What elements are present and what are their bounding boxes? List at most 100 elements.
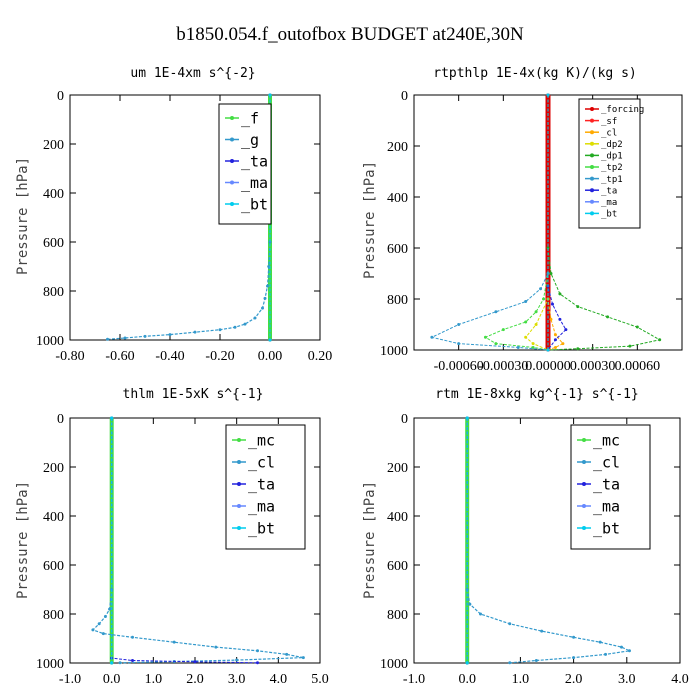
legend-label: _dp1 — [601, 152, 623, 162]
data-point — [534, 659, 538, 663]
data-point — [465, 514, 469, 518]
data-point — [549, 272, 553, 275]
data-point — [549, 317, 553, 321]
y-tick-label: 600 — [43, 559, 64, 574]
data-point — [553, 338, 557, 342]
legend-marker — [230, 202, 234, 206]
x-tick-label: -0.60 — [105, 349, 134, 364]
panel-rtpthlp: rtpthlp 1E-4x(kg K)/(kg s) Pressure [hPa… — [362, 66, 637, 279]
data-point — [546, 348, 550, 352]
x-tick-label: 3.0 — [618, 672, 636, 687]
y-tick-label: 200 — [43, 138, 64, 153]
series-line-ta — [547, 95, 567, 351]
panel-thlm: thlm 1E-5xK s^{-1} Pressure [hPa] — [15, 387, 263, 599]
y-tick-label: 1000 — [36, 334, 64, 349]
data-point — [572, 635, 576, 639]
data-point — [479, 612, 482, 616]
data-point — [118, 661, 122, 665]
x-tick-label: 0.20 — [308, 349, 333, 364]
data-point — [243, 322, 247, 326]
data-point — [268, 93, 272, 97]
data-point — [143, 334, 147, 338]
data-point — [110, 514, 114, 518]
legend-label: _ma — [248, 497, 275, 515]
y-tick-label: 800 — [43, 285, 64, 300]
plot-area-0: -0.80 -0.60 -0.40 -0.20 0.00 0.20 0 200 400 600 80… — [36, 89, 332, 364]
x-tick-label: 3.0 — [228, 672, 246, 687]
data-point — [524, 300, 528, 304]
data-point — [103, 614, 107, 618]
legend-marker — [582, 460, 586, 464]
legend-label: _bt — [601, 210, 617, 220]
data-point — [553, 333, 557, 337]
data-point — [546, 93, 550, 97]
data-point — [531, 342, 535, 346]
x-tick-label: -1.0 — [59, 672, 81, 687]
data-point — [253, 316, 257, 320]
plot-area-2: -1.0 0.0 1.0 2.0 3.0 4.0 5.0 0 200 400 600 800 1000 _… — [36, 412, 329, 687]
data-point — [561, 342, 565, 346]
data-point — [108, 607, 112, 611]
legend-label: _ta — [241, 152, 268, 170]
legend-label: _g — [241, 131, 259, 149]
legend-label: _bt — [241, 195, 268, 213]
legend-label: _f — [241, 109, 259, 127]
y-tick-label: 800 — [43, 608, 64, 623]
legend-marker — [237, 460, 241, 464]
legend-marker — [590, 199, 594, 204]
data-point — [91, 628, 95, 632]
legend-label: _ma — [601, 198, 617, 208]
y-tick-label: 1000 — [36, 657, 64, 672]
y-axis-label: Pressure [hPa] — [362, 481, 378, 599]
data-point — [285, 652, 289, 656]
data-point — [218, 328, 222, 332]
x-tick-label: -0.80 — [55, 349, 84, 364]
legend-label: _cl — [248, 453, 275, 471]
data-point — [110, 661, 114, 665]
legend-marker — [237, 482, 241, 486]
data-point — [168, 333, 172, 337]
data-point — [619, 645, 623, 649]
y-tick-label: 0 — [57, 89, 64, 104]
data-point — [301, 656, 305, 660]
data-point — [576, 305, 580, 309]
legend-marker — [230, 116, 234, 120]
x-tick-label: -0.20 — [205, 349, 234, 364]
data-point — [430, 335, 434, 339]
data-point — [534, 310, 538, 314]
panel-um: um 1E-4xm s^{-2} Pressure [hPa] — [15, 66, 256, 275]
x-tick-label: 0.00000 — [525, 359, 571, 374]
legend-label: _ma — [241, 174, 268, 192]
data-point — [261, 306, 264, 310]
data-point — [604, 652, 608, 656]
data-point — [542, 297, 546, 301]
legend-label: _ta — [601, 186, 617, 196]
legend-marker — [590, 141, 594, 146]
y-tick-label: 800 — [387, 608, 408, 623]
x-tick-label: 0.00 — [258, 349, 283, 364]
data-point — [266, 284, 269, 288]
panel-title: rtpthlp 1E-4x(kg K)/(kg s) — [433, 66, 637, 81]
y-tick-label: 0 — [401, 412, 408, 427]
data-point — [483, 335, 487, 339]
series-line-g — [107, 95, 271, 340]
legend-label: _mc — [248, 431, 275, 449]
data-point — [465, 661, 469, 665]
legend-label: _ma — [593, 497, 620, 515]
legend-marker — [582, 482, 586, 486]
legend-label: _dp2 — [601, 140, 623, 150]
legend-label: _tp1 — [601, 175, 623, 185]
legend-marker — [590, 153, 594, 158]
y-tick-label: 600 — [387, 242, 408, 257]
legend: _mc _cl _ta _ma _bt — [570, 424, 651, 550]
y-tick-label: 600 — [43, 236, 64, 251]
legend-marker — [590, 107, 594, 111]
legend-marker — [590, 118, 594, 123]
legend-label: _bt — [248, 519, 275, 537]
data-point — [457, 323, 461, 326]
x-tick-label: 1.0 — [512, 672, 530, 687]
panel-title: rtm 1E-8xkg kg^{-1} s^{-1} — [435, 387, 639, 402]
x-tick-label: -0.00060 — [434, 359, 484, 374]
legend-marker — [230, 180, 234, 185]
